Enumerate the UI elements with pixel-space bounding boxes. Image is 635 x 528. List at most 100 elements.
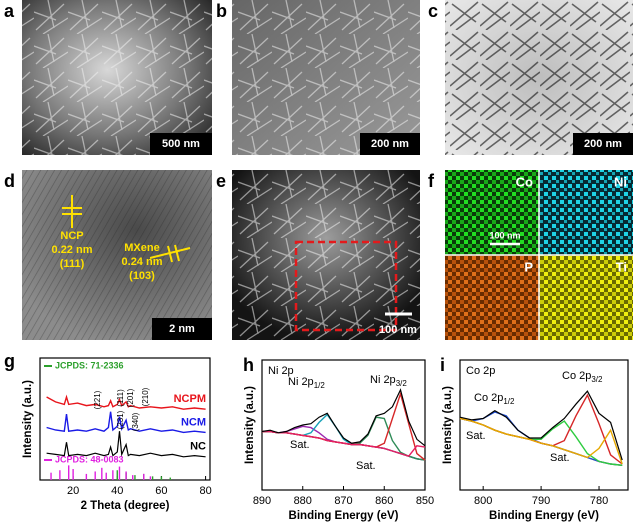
x-tick-label: 880 <box>294 495 312 507</box>
spectrum-line <box>459 417 623 465</box>
spectrum-line <box>262 391 426 461</box>
mapping-region <box>294 240 398 332</box>
d-spacing: 0.24 nm <box>122 256 163 268</box>
map-divider <box>445 170 633 340</box>
scale-box <box>573 133 633 155</box>
plane: (111) <box>60 258 85 270</box>
x-tick-label: 790 <box>532 495 550 507</box>
phase-label: NCP <box>60 230 83 242</box>
peak-label-subscript: 1/2 <box>314 381 326 390</box>
spectrum-title: Ni 2p <box>268 365 294 377</box>
scale-bar-label: 200 nm <box>371 138 409 150</box>
phase-label: MXene <box>124 242 159 254</box>
panel-label: g <box>4 351 15 371</box>
series-label: NCM <box>181 416 206 428</box>
x-tick-label: 80 <box>199 485 211 497</box>
eds-map <box>539 255 633 340</box>
scale-bar-label: 200 nm <box>584 138 622 150</box>
scale-box <box>152 318 212 340</box>
panel-label: e <box>216 171 226 191</box>
x-tick-label: 20 <box>67 485 79 497</box>
scale-box <box>360 133 420 155</box>
peak-label-text: Sat. <box>550 452 570 464</box>
x-tick-label: 890 <box>253 495 271 507</box>
scale-bar-label: 100 nm <box>489 230 520 240</box>
scale-bar-label: 2 nm <box>169 323 195 335</box>
d-spacing: 0.22 nm <box>52 244 93 256</box>
element-label: Co <box>516 174 533 189</box>
scale-bar-label: 100 nm <box>379 324 417 336</box>
spectrum-line <box>46 394 206 410</box>
x-tick-label: 800 <box>474 495 492 507</box>
texture <box>232 170 420 340</box>
x-axis-label: Binding Energy (eV) <box>489 510 599 522</box>
peak-label: (111) <box>116 389 125 407</box>
plot-frame <box>39 357 211 481</box>
peak-label: Ni 2p1/2 <box>288 376 325 390</box>
texture <box>232 0 420 155</box>
peak-label: Co 2p1/2 <box>474 392 515 406</box>
lattice-marker <box>62 195 191 263</box>
peak-label-text: Sat. <box>466 430 486 442</box>
x-tick-label: 850 <box>416 495 434 507</box>
x-tick-label: 60 <box>155 485 167 497</box>
element-label: P <box>524 259 533 274</box>
peak-label: (210) <box>141 387 150 406</box>
peak-label-subscript: 3/2 <box>396 379 408 388</box>
peak-label-text: Co 2p <box>562 370 591 382</box>
x-axis-label: 2 Theta (degree) <box>81 500 170 512</box>
plot-frame <box>459 359 629 491</box>
peak-label: (221) <box>93 390 102 409</box>
x-tick-label: 40 <box>111 485 123 497</box>
series-label: NC <box>190 441 206 453</box>
spectrum-line <box>46 411 206 434</box>
peak-label-text: Sat. <box>356 460 376 472</box>
panel-label: a <box>4 1 15 21</box>
spectrum-title: Co 2p <box>466 365 495 377</box>
legend-label: JCPDS: 48-0083 <box>55 454 124 464</box>
peak-label-subscript: 1/2 <box>503 397 515 406</box>
peak-label: Sat. <box>550 452 570 464</box>
peak-label: Sat. <box>290 439 310 451</box>
eds-map <box>539 170 633 255</box>
legend-label: JCPDS: 71-2336 <box>55 360 124 370</box>
x-tick-label: 780 <box>590 495 608 507</box>
texture <box>445 0 633 155</box>
x-axis-label: Binding Energy (eV) <box>289 510 399 522</box>
peak-label: (340) <box>131 412 140 431</box>
element-label: Ti <box>616 259 627 274</box>
peak-label-text: Sat. <box>290 439 310 451</box>
peak-label: Co 2p3/2 <box>562 370 603 384</box>
panel-label: f <box>428 171 435 191</box>
y-axis-label: Intensity (a.u.) <box>22 380 34 458</box>
peak-label-text: Ni 2p <box>370 374 396 386</box>
spectrum-line <box>46 431 206 458</box>
scale-box <box>150 133 212 155</box>
series-label: NCPM <box>174 393 206 405</box>
peak-label: Sat. <box>466 430 486 442</box>
x-tick-label: 870 <box>334 495 352 507</box>
peak-label: Sat. <box>356 460 376 472</box>
element-label: Ni <box>614 174 627 189</box>
eds-map <box>445 170 539 255</box>
spectrum-line <box>262 430 426 461</box>
panel-label: b <box>216 1 227 21</box>
eds-map <box>445 255 539 340</box>
texture <box>22 0 212 155</box>
y-axis-label: Intensity (a.u.) <box>244 386 256 464</box>
panel-label: c <box>428 1 438 21</box>
peak-label: (231) <box>116 410 125 429</box>
spectrum-line <box>262 430 426 458</box>
x-tick-label: 860 <box>375 495 393 507</box>
peak-label-subscript: 3/2 <box>591 375 603 384</box>
peak-label-text: Ni 2p <box>288 376 314 388</box>
peak-label: Ni 2p3/2 <box>370 374 407 388</box>
y-axis-label: Intensity (a.u.) <box>442 386 454 464</box>
spectrum-line <box>261 388 426 447</box>
panel-label: h <box>243 355 254 375</box>
peak-label: (201) <box>126 388 135 407</box>
peak-label-text: Co 2p <box>474 392 503 404</box>
scale-bar-label: 500 nm <box>162 138 200 150</box>
panel-label: i <box>440 355 445 375</box>
